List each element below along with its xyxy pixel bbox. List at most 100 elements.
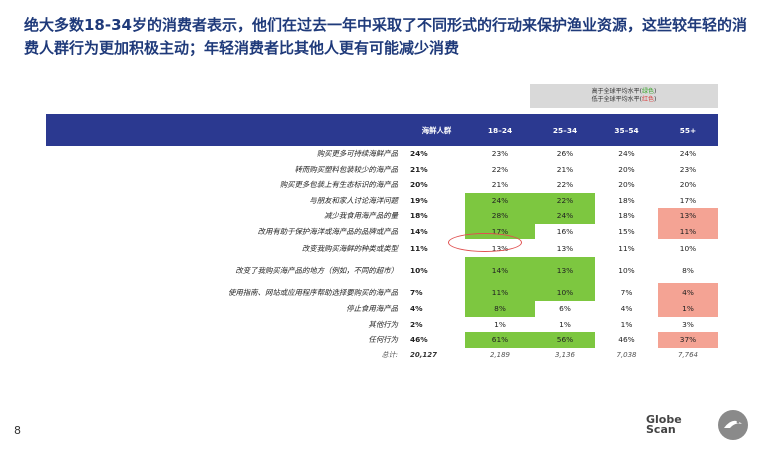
total-cell: 7,764	[677, 351, 699, 360]
data-cell: 21%	[491, 180, 509, 190]
data-cell: 22%	[491, 164, 509, 174]
row-label: 停止食用海产品	[346, 304, 398, 314]
table-row: 使用指南、网站或应用程序帮助选择要购买的海产品 7% 11% 10% 7% 4%	[46, 283, 718, 301]
table-row: 与朋友和家人讨论海洋问题 19% 24% 22% 18% 17%	[46, 192, 718, 208]
table-row: 任何行为 46% 61% 56% 46% 37%	[46, 332, 718, 348]
data-cell: 24%	[410, 149, 428, 159]
data-cell: 13%	[658, 208, 718, 224]
row-label: 减少我食用海产品的量	[324, 211, 398, 221]
legend-box: 高于全球平均水平(绿色) 低于全球平均水平(红色)	[530, 84, 718, 108]
total-cell: 20,127	[410, 351, 438, 360]
table-row: 改变我购买海鲜的种类或类型 11% 13% 13% 11% 10%	[46, 239, 718, 257]
data-cell: 4%	[620, 304, 633, 314]
msc-logo-icon	[718, 410, 748, 440]
data-cell: 18%	[618, 195, 635, 205]
header-blank-cell	[46, 114, 408, 146]
data-cell: 23%	[491, 149, 509, 159]
data-cell: 26%	[556, 149, 574, 159]
data-cell: 17%	[679, 195, 697, 205]
data-cell: 16%	[556, 226, 574, 236]
data-cell: 46%	[618, 335, 635, 345]
total-cell: 7,038	[616, 351, 637, 360]
data-cell: 11%	[465, 283, 535, 301]
data-cell: 22%	[556, 180, 574, 190]
row-label: 购买更多可持续海鲜产品	[316, 149, 398, 159]
data-cell: 18%	[410, 211, 428, 221]
data-cell: 21%	[410, 164, 428, 174]
table-header-row: 海鲜人群 18–24 25–34 35–54 55+	[46, 114, 718, 146]
row-label: 改变了我购买海产品的地方（例如，不同的超市）	[235, 265, 398, 275]
data-cell: 37%	[658, 332, 718, 348]
row-label: 购买更多包装上有生态标识的海产品	[279, 180, 398, 190]
data-cell: 13%	[535, 257, 595, 283]
data-cell: 46%	[410, 335, 428, 345]
data-cell: 20%	[679, 180, 697, 190]
data-cell: 61%	[465, 332, 535, 348]
row-label: 其他行为	[368, 319, 398, 329]
column-header: 18–24	[465, 114, 535, 146]
column-header: 海鲜人群	[408, 114, 465, 146]
data-cell: 20%	[618, 164, 635, 174]
data-cell: 6%	[559, 304, 571, 314]
data-cell: 11%	[658, 223, 718, 239]
page-number: 8	[14, 424, 21, 437]
column-header: 55+	[658, 114, 718, 146]
data-cell: 24%	[535, 208, 595, 224]
table-row: 减少我食用海产品的量 18% 28% 24% 18% 13%	[46, 208, 718, 224]
table-row: 停止食用海产品 4% 8% 6% 4% 1%	[46, 301, 718, 317]
data-cell: 20%	[410, 180, 428, 190]
data-cell: 10%	[679, 243, 697, 253]
data-table: 海鲜人群 18–24 25–34 35–54 55+ 购买更多可持续海鲜产品 24…	[46, 114, 718, 363]
data-cell: 24%	[679, 149, 697, 159]
total-cell: 2,189	[489, 351, 511, 360]
total-cell: 3,136	[554, 351, 576, 360]
data-cell: 11%	[410, 243, 428, 253]
page-title: 绝大多数18-34岁的消费者表示，他们在过去一年中采取了不同形式的行动来保护渔业…	[24, 16, 747, 57]
data-cell: 10%	[618, 265, 635, 275]
data-cell: 4%	[658, 283, 718, 301]
row-label: 改变我购买海鲜的种类或类型	[301, 243, 398, 253]
data-cell: 1%	[559, 319, 571, 329]
column-header: 25–34	[535, 114, 595, 146]
data-cell: 13%	[556, 243, 574, 253]
data-cell: 22%	[535, 192, 595, 208]
table-row: 改用有助于保护海洋或海产品的品牌或产品 14% 17% 16% 15% 11%	[46, 223, 718, 239]
data-cell: 21%	[556, 164, 574, 174]
table-row: 购买更多可持续海鲜产品 24% 23% 26% 24% 24%	[46, 146, 718, 162]
column-header: 35–54	[595, 114, 658, 146]
total-row: 总计: 20,127 2,189 3,136 7,038 7,764	[46, 348, 718, 364]
row-label: 任何行为	[368, 335, 398, 345]
table-row: 转而购买塑料包装较少的海产品 21% 22% 21% 20% 23%	[46, 162, 718, 178]
data-cell: 11%	[618, 243, 635, 253]
data-cell: 24%	[465, 192, 535, 208]
data-cell: 19%	[410, 195, 428, 205]
total-label: 总计:	[381, 351, 398, 360]
data-cell: 20%	[618, 180, 635, 190]
data-cell: 1%	[658, 301, 718, 317]
data-cell: 56%	[535, 332, 595, 348]
data-cell: 28%	[465, 208, 535, 224]
data-cell: 7%	[620, 287, 633, 297]
data-cell: 8%	[465, 301, 535, 317]
row-label: 转而购买塑料包装较少的海产品	[294, 164, 398, 174]
data-cell: 8%	[682, 265, 694, 275]
row-label: 与朋友和家人讨论海洋问题	[309, 195, 398, 205]
table-row: 改变了我购买海产品的地方（例如，不同的超市） 10% 14% 13% 10% 8%	[46, 257, 718, 283]
data-cell: 14%	[410, 226, 428, 236]
table-row: 其他行为 2% 1% 1% 1% 3%	[46, 317, 718, 333]
table-row: 购买更多包装上有生态标识的海产品 20% 21% 22% 20% 20%	[46, 177, 718, 193]
data-cell: 10%	[535, 283, 595, 301]
data-cell: 1%	[620, 319, 633, 329]
data-cell: 1%	[494, 319, 506, 329]
data-cell: 4%	[410, 304, 423, 314]
legend-below-average: 低于全球平均水平(红色)	[591, 96, 657, 103]
data-cell: 7%	[410, 287, 423, 297]
data-cell: 14%	[465, 257, 535, 283]
data-cell: 23%	[679, 164, 697, 174]
legend-above-average: 高于全球平均水平(绿色)	[591, 88, 657, 95]
data-cell: 10%	[410, 265, 428, 275]
row-label: 改用有助于保护海洋或海产品的品牌或产品	[257, 226, 398, 236]
data-cell: 18%	[618, 211, 635, 221]
data-cell: 2%	[410, 319, 423, 329]
highlight-ellipse-annotation	[448, 233, 522, 252]
